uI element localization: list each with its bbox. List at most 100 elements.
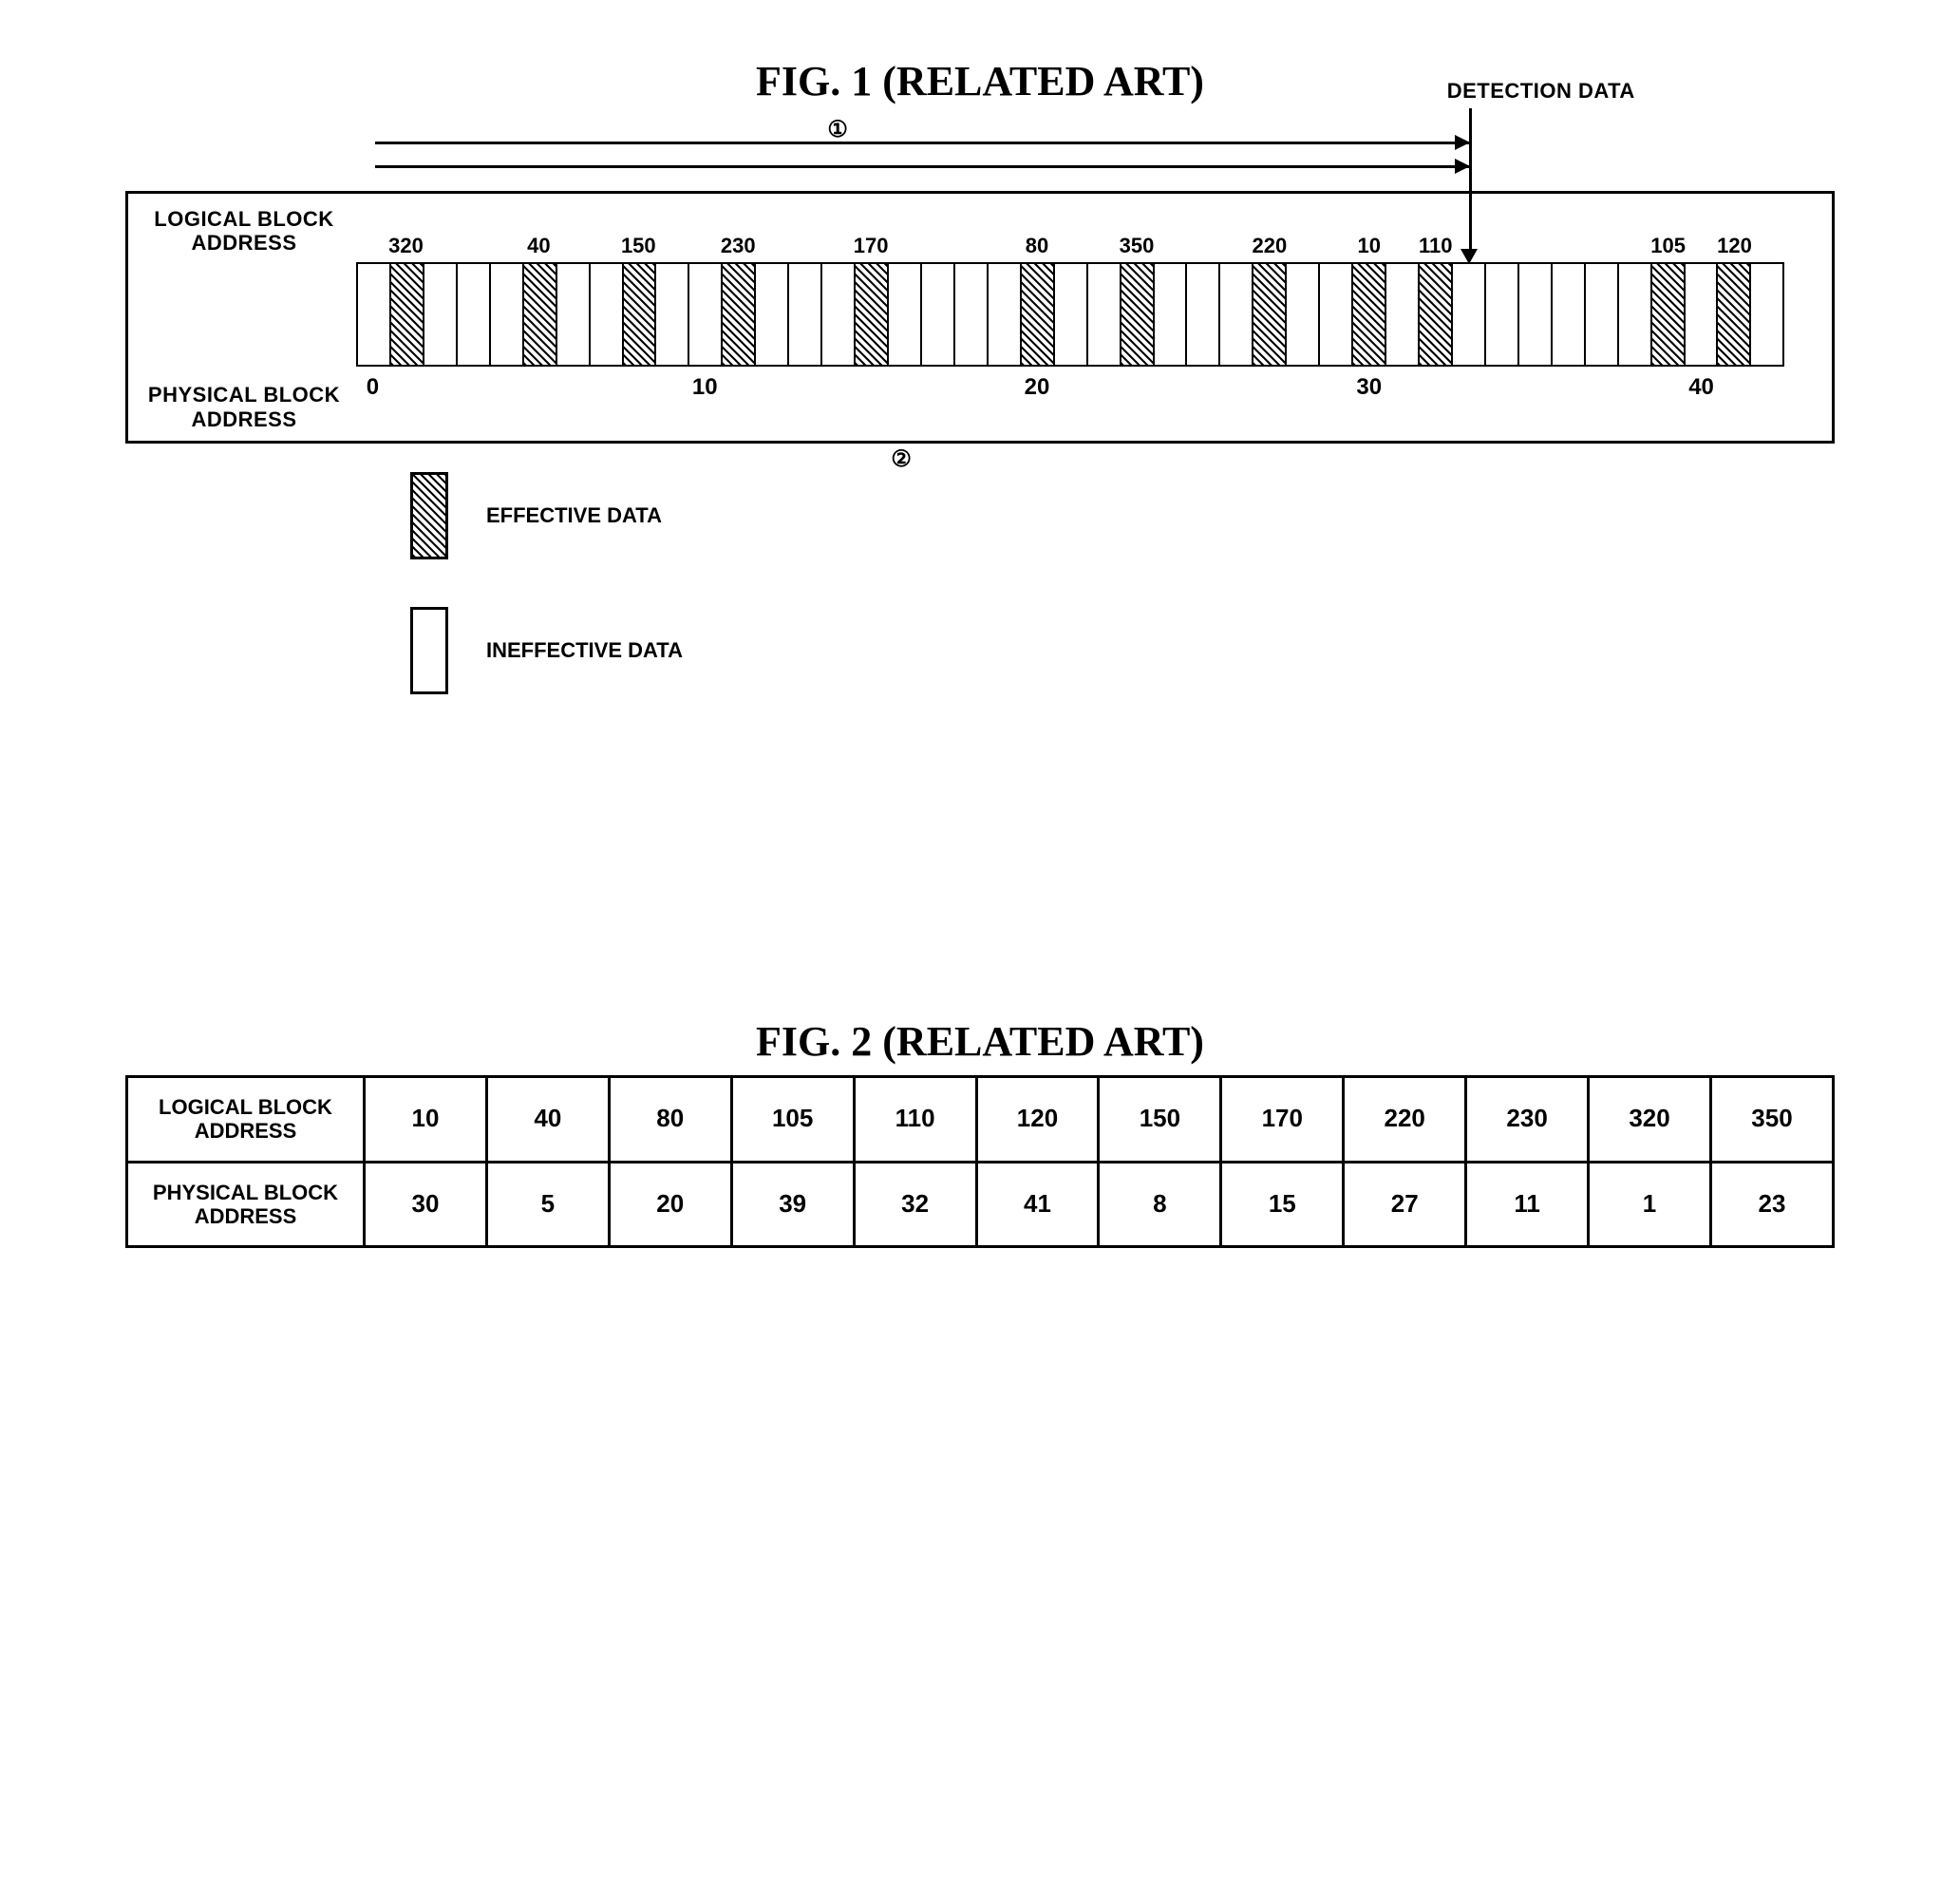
table-row-lba: LOGICAL BLOCK ADDRESS 104080105110120150…	[127, 1077, 1834, 1163]
effective-cell	[1351, 262, 1386, 367]
ineffective-cell	[754, 262, 789, 367]
pba-tick: 40	[1688, 374, 1714, 401]
pba-cell: 32	[854, 1162, 976, 1247]
ineffective-cell	[1584, 262, 1619, 367]
scan-arrow-1	[375, 142, 1469, 144]
pba-tick: 20	[1025, 374, 1050, 401]
effective-cell	[1252, 262, 1287, 367]
pba-axis: 010203040	[356, 374, 1784, 408]
ineffective-cell	[1617, 262, 1652, 367]
lba-cell: 80	[609, 1077, 731, 1163]
lba-value: 80	[1026, 234, 1048, 258]
pba-cell: 30	[365, 1162, 487, 1247]
pba-row-header-line1: PHYSICAL BLOCK	[153, 1181, 338, 1204]
ineffective-cell	[356, 262, 391, 367]
effective-cell	[522, 262, 557, 367]
pba-cell: 5	[486, 1162, 609, 1247]
pba-cell: 23	[1710, 1162, 1833, 1247]
logical-block-address-label: LOGICAL BLOCK ADDRESS	[140, 207, 349, 255]
ineffective-cell	[423, 262, 458, 367]
lba-value: 220	[1253, 234, 1288, 258]
lba-cell: 110	[854, 1077, 976, 1163]
fig1-frame: ① LOGICAL BLOCK ADDRESS PHYSICAL BLOCK A…	[125, 191, 1835, 444]
pba-row-header-line2: ADDRESS	[195, 1204, 297, 1228]
ineffective-cell	[1153, 262, 1188, 367]
lba-cell: 170	[1221, 1077, 1344, 1163]
ineffective-cell	[688, 262, 723, 367]
legend-effective-row: EFFECTIVE DATA	[410, 472, 1835, 559]
ineffective-cell	[820, 262, 856, 367]
pba-cell: 11	[1466, 1162, 1589, 1247]
effective-cell	[1120, 262, 1155, 367]
lba-row-header-line1: LOGICAL BLOCK	[159, 1095, 332, 1119]
ineffective-cell	[654, 262, 689, 367]
fig1-diagram: DETECTION DATA ① LOGICAL BLOCK ADDRESS P…	[125, 191, 1835, 694]
scan-arrow-2	[375, 165, 1469, 168]
ineffective-cell	[1484, 262, 1519, 367]
lba-cell: 150	[1099, 1077, 1221, 1163]
effective-swatch	[410, 472, 448, 559]
fig2-table-wrap: LOGICAL BLOCK ADDRESS 104080105110120150…	[125, 1075, 1835, 1248]
lba-label-line1: LOGICAL BLOCK	[154, 207, 333, 231]
lba-cell: 230	[1466, 1077, 1589, 1163]
lba-cell: 320	[1589, 1077, 1711, 1163]
effective-cell	[1650, 262, 1686, 367]
lba-cell: 105	[731, 1077, 854, 1163]
ineffective-cell	[787, 262, 822, 367]
lba-cell: 120	[976, 1077, 1099, 1163]
ineffective-cell	[1451, 262, 1486, 367]
lba-cell: 10	[365, 1077, 487, 1163]
ineffective-cell	[1551, 262, 1586, 367]
lba-value: 350	[1120, 234, 1155, 258]
pba-row-header: PHYSICAL BLOCK ADDRESS	[127, 1162, 365, 1247]
ineffective-cell	[556, 262, 591, 367]
pba-label-line2: ADDRESS	[191, 407, 296, 431]
legend-ineffective-row: INEFFECTIVE DATA	[410, 607, 1835, 694]
effective-cell	[622, 262, 657, 367]
pba-cell: 41	[976, 1162, 1099, 1247]
fig2-title: FIG. 2 (RELATED ART)	[57, 1017, 1903, 1066]
physical-block-address-label: PHYSICAL BLOCK ADDRESS	[140, 383, 349, 431]
ineffective-cell	[1684, 262, 1719, 367]
lba-row-header-line2: ADDRESS	[195, 1119, 297, 1143]
pba-cell: 15	[1221, 1162, 1344, 1247]
ineffective-cell	[1749, 262, 1784, 367]
ineffective-cell	[1285, 262, 1320, 367]
ineffective-cell	[1185, 262, 1220, 367]
circled-2-marker: ②	[891, 445, 912, 473]
lba-value: 105	[1650, 234, 1686, 258]
lba-cell: 40	[486, 1077, 609, 1163]
effective-cell	[1020, 262, 1055, 367]
lba-label-line2: ADDRESS	[191, 231, 296, 255]
lba-cell: 350	[1710, 1077, 1833, 1163]
pba-label-line1: PHYSICAL BLOCK	[148, 383, 340, 407]
ineffective-swatch	[410, 607, 448, 694]
lba-value: 170	[854, 234, 889, 258]
ineffective-cell	[1086, 262, 1121, 367]
ineffective-cell	[1053, 262, 1088, 367]
pba-cell: 1	[1589, 1162, 1711, 1247]
lba-value: 230	[721, 234, 756, 258]
table-row-pba: PHYSICAL BLOCK ADDRESS 30520393241815271…	[127, 1162, 1834, 1247]
ineffective-cell	[1318, 262, 1353, 367]
pba-cell: 8	[1099, 1162, 1221, 1247]
ineffective-cell	[987, 262, 1022, 367]
memory-strip	[356, 262, 1784, 367]
pba-tick: 0	[367, 374, 379, 401]
effective-cell	[1716, 262, 1751, 367]
ineffective-cell	[1218, 262, 1253, 367]
ineffective-cell	[953, 262, 989, 367]
effective-cell	[1418, 262, 1453, 367]
pba-cell: 20	[609, 1162, 731, 1247]
detection-data-label: DETECTION DATA	[1447, 79, 1749, 104]
pba-tick: 10	[692, 374, 718, 401]
legend-ineffective-label: INEFFECTIVE DATA	[486, 638, 683, 663]
lba-value: 150	[621, 234, 656, 258]
ineffective-cell	[887, 262, 922, 367]
effective-cell	[389, 262, 424, 367]
lba-value: 320	[388, 234, 424, 258]
lba-values-row: 320401502301708035022010110105120	[356, 234, 1784, 262]
ineffective-cell	[489, 262, 524, 367]
ineffective-cell	[589, 262, 624, 367]
lba-cell: 220	[1344, 1077, 1466, 1163]
